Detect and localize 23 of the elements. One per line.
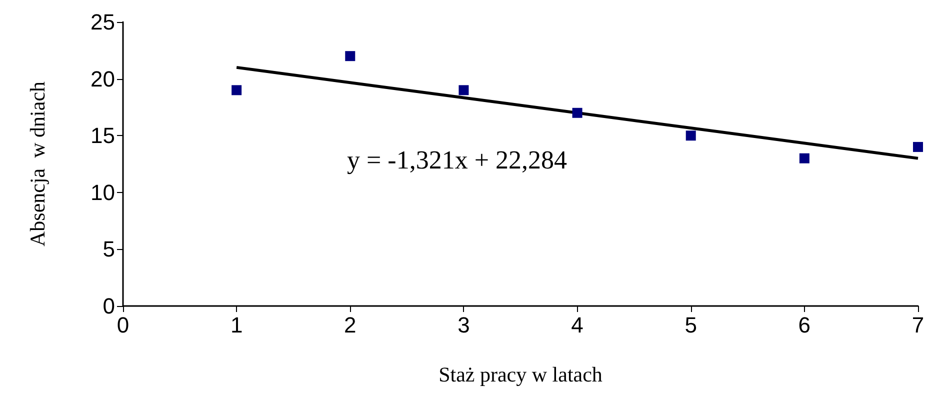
- y-tick-label: 20: [90, 66, 115, 92]
- x-tick-label: 6: [798, 312, 811, 338]
- x-axis-title: Staż pracy w latach: [438, 362, 603, 386]
- point: [686, 130, 696, 141]
- x-tick-label: 7: [912, 312, 924, 338]
- y-tick-label: 5: [102, 236, 115, 262]
- x-tick-label: 4: [571, 312, 584, 338]
- x-tick-label: 5: [684, 312, 697, 338]
- x-tick-label: 2: [344, 312, 356, 338]
- y-tick-label: 15: [90, 123, 115, 148]
- y-tick-label: 25: [90, 10, 115, 34]
- point: [799, 153, 810, 164]
- point: [572, 108, 582, 118]
- x-tick-label: 3: [458, 312, 470, 338]
- y-tick-label: 0: [102, 294, 115, 318]
- y-axis-title: Absencja w dniach: [26, 80, 50, 247]
- annotation: y = -1,321x + 22,284: [347, 146, 567, 174]
- point: [345, 51, 356, 62]
- point: [232, 85, 242, 96]
- y-tick-label: 10: [90, 180, 115, 205]
- point: [913, 142, 923, 152]
- point: [458, 85, 469, 96]
- x-tick-label: 1: [230, 312, 243, 338]
